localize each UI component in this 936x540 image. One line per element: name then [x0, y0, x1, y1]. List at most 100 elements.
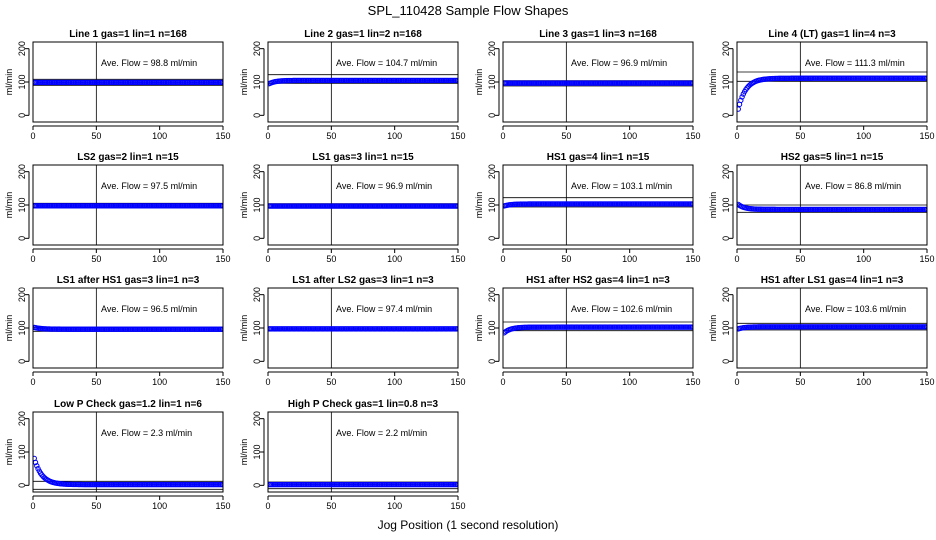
data-point	[739, 94, 745, 100]
y-tick-label: 0	[487, 359, 497, 364]
x-tick-label: 0	[500, 254, 505, 264]
x-tick-label: 0	[734, 377, 739, 387]
y-tick-label: 100	[252, 320, 262, 335]
data-series	[268, 203, 458, 209]
x-tick-label: 100	[856, 377, 871, 387]
x-tick-label: 150	[450, 131, 465, 141]
plot-frame	[267, 411, 459, 493]
data-series	[503, 324, 693, 336]
x-tick-label: 0	[734, 254, 739, 264]
data-series	[503, 201, 693, 209]
y-axis-label: ml/min	[239, 69, 249, 96]
x-axis-label: Jog Position (1 second resolution)	[377, 518, 559, 532]
panel-6: LS1 gas=3 lin=1 n=15 Ave. Flow = 96.9 ml/…	[239, 152, 466, 264]
y-tick-label: 0	[721, 236, 731, 241]
x-tick-label: 0	[30, 131, 35, 141]
y-tick-label: 100	[721, 74, 731, 89]
average-flow-annotation: Ave. Flow = 96.9 ml/min	[336, 181, 432, 191]
data-point	[220, 326, 223, 332]
y-axis-label: ml/min	[708, 192, 718, 219]
panel-title: HS1 after HS2 gas=4 lin=1 n=3	[526, 275, 670, 286]
y-axis-label: ml/min	[708, 315, 718, 342]
y-tick-label: 200	[487, 164, 497, 179]
data-point	[737, 106, 741, 112]
data-series	[503, 80, 693, 86]
y-tick-label: 0	[252, 359, 262, 364]
plot-frame	[32, 164, 224, 246]
y-tick-label: 200	[17, 287, 27, 302]
x-tick-label: 150	[450, 501, 465, 511]
panel-11: HS1 after HS2 gas=4 lin=1 n=3 Ave. Flow =…	[474, 275, 701, 387]
plot-area	[33, 288, 223, 368]
average-flow-annotation: Ave. Flow = 2.2 ml/min	[336, 428, 427, 438]
x-tick-label: 50	[561, 254, 571, 264]
data-point	[738, 97, 744, 104]
data-series	[33, 324, 223, 332]
x-tick-label: 50	[795, 254, 805, 264]
y-tick-label: 200	[252, 41, 262, 56]
x-tick-label: 150	[919, 131, 934, 141]
x-tick-label: 150	[450, 254, 465, 264]
average-flow-annotation: Ave. Flow = 102.6 ml/min	[571, 304, 672, 314]
panel-3: Line 3 gas=1 lin=3 n=168 Ave. Flow = 96.9…	[474, 29, 701, 141]
x-tick-label: 0	[265, 254, 270, 264]
y-tick-label: 0	[17, 236, 27, 241]
x-tick-label: 50	[326, 131, 336, 141]
panel-title: HS1 gas=4 lin=1 n=15	[547, 152, 650, 163]
x-tick-label: 100	[387, 254, 402, 264]
x-tick-label: 100	[856, 254, 871, 264]
y-axis-label: ml/min	[474, 192, 484, 219]
panel-title: Line 3 gas=1 lin=3 n=168	[539, 29, 657, 40]
plot-frame	[502, 41, 694, 123]
y-tick-label: 200	[252, 411, 262, 426]
y-tick-label: 100	[252, 444, 262, 459]
y-axis-label: ml/min	[474, 69, 484, 96]
panel-title: LS2 gas=2 lin=1 n=15	[77, 152, 179, 163]
x-tick-label: 50	[561, 131, 571, 141]
panel-title: Line 2 gas=1 lin=2 n=168	[304, 29, 422, 40]
x-tick-label: 0	[734, 131, 739, 141]
data-point	[220, 203, 223, 209]
plot-frame	[32, 411, 224, 493]
x-tick-label: 50	[561, 377, 571, 387]
average-flow-annotation: Ave. Flow = 96.5 ml/min	[101, 304, 197, 314]
panel-title: Line 1 gas=1 lin=1 n=168	[69, 29, 187, 40]
y-tick-label: 100	[252, 74, 262, 89]
x-tick-label: 100	[152, 501, 167, 511]
x-tick-label: 100	[387, 501, 402, 511]
panel-10: LS1 after LS2 gas=3 lin=1 n=3 Ave. Flow =…	[239, 275, 466, 387]
x-tick-label: 0	[500, 377, 505, 387]
data-series	[33, 455, 223, 488]
y-tick-label: 100	[487, 74, 497, 89]
panel-5: LS2 gas=2 lin=1 n=15 Ave. Flow = 97.5 ml/…	[4, 152, 231, 264]
y-axis-label: ml/min	[4, 315, 14, 342]
x-tick-label: 150	[215, 501, 230, 511]
data-series	[33, 79, 223, 86]
y-tick-label: 100	[17, 197, 27, 212]
plot-frame	[502, 164, 694, 246]
plot-area	[737, 288, 927, 368]
data-series	[33, 203, 223, 209]
y-tick-label: 0	[252, 483, 262, 488]
x-tick-label: 100	[622, 131, 637, 141]
x-tick-label: 0	[500, 131, 505, 141]
average-flow-annotation: Ave. Flow = 86.8 ml/min	[805, 181, 901, 191]
data-series	[737, 324, 927, 332]
y-axis-label: ml/min	[239, 439, 249, 466]
x-tick-label: 50	[326, 254, 336, 264]
plot-frame	[267, 164, 459, 246]
y-tick-label: 200	[721, 164, 731, 179]
y-axis-label: ml/min	[708, 69, 718, 96]
y-axis-label: ml/min	[239, 315, 249, 342]
y-tick-label: 200	[17, 164, 27, 179]
y-tick-label: 200	[252, 164, 262, 179]
panel-12: HS1 after LS1 gas=4 lin=1 n=3 Ave. Flow =…	[708, 275, 935, 387]
panel-title: Low P Check gas=1.2 lin=1 n=6	[54, 399, 202, 410]
average-flow-annotation: Ave. Flow = 111.3 ml/min	[805, 58, 905, 68]
y-tick-label: 0	[252, 113, 262, 118]
x-tick-label: 50	[91, 377, 101, 387]
x-tick-label: 150	[215, 254, 230, 264]
y-tick-label: 100	[721, 197, 731, 212]
y-tick-label: 0	[721, 359, 731, 364]
x-tick-label: 100	[152, 377, 167, 387]
